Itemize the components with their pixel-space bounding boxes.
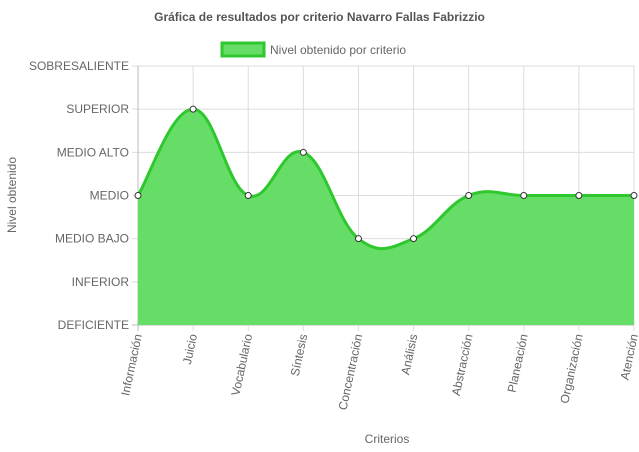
y-axis-title: Nivel obtenido bbox=[5, 157, 19, 233]
x-tick-label: Vocabulario bbox=[228, 332, 255, 397]
data-point[interactable] bbox=[244, 192, 252, 199]
data-points bbox=[134, 105, 638, 243]
x-tick-label: Abstracción bbox=[449, 333, 476, 397]
x-tick-label: Planeación bbox=[505, 333, 531, 394]
y-tick-label: MEDIO bbox=[90, 189, 129, 203]
chart-title: Gráfica de resultados por criterio Navar… bbox=[154, 10, 485, 24]
x-axis-title: Criterios bbox=[365, 432, 410, 446]
x-axis-ticks: Información Juicio Vocabulario Síntesis Conc… bbox=[118, 332, 639, 411]
data-point[interactable] bbox=[354, 235, 362, 243]
data-point[interactable] bbox=[410, 235, 418, 243]
y-axis-ticks: DEFICIENTE INFERIOR MEDIO BAJO MEDIO MEDIO A… bbox=[29, 59, 129, 332]
x-tick-label: Organización bbox=[557, 333, 585, 405]
legend-swatch[interactable] bbox=[220, 41, 266, 58]
legend-label[interactable]: Nivel obtenido por criterio bbox=[270, 43, 406, 57]
y-tick-label: MEDIO BAJO bbox=[55, 232, 129, 246]
x-tick-label: Concentración bbox=[336, 333, 366, 412]
data-point[interactable] bbox=[575, 192, 583, 199]
data-point[interactable] bbox=[630, 192, 638, 199]
legend[interactable]: Nivel obtenido por criterio bbox=[220, 41, 406, 58]
series-area bbox=[138, 109, 634, 326]
x-tick-label: Análisis bbox=[398, 333, 420, 376]
data-point[interactable] bbox=[465, 192, 473, 199]
data-point[interactable] bbox=[189, 105, 197, 113]
data-point[interactable] bbox=[134, 192, 142, 199]
y-tick-label: SOBRESALIENTE bbox=[29, 59, 129, 73]
x-tick-label: Atención bbox=[618, 333, 639, 382]
x-tick-label: Juicio bbox=[180, 332, 200, 365]
x-tick-label: Información bbox=[118, 333, 145, 397]
x-tick-label: Síntesis bbox=[288, 333, 311, 378]
y-tick-label: DEFICIENTE bbox=[58, 318, 129, 332]
y-tick-label: MEDIO ALTO bbox=[57, 145, 129, 159]
y-tick-label: SUPERIOR bbox=[66, 102, 129, 116]
y-tick-label: INFERIOR bbox=[72, 275, 130, 289]
data-point[interactable] bbox=[299, 148, 307, 156]
data-point[interactable] bbox=[520, 192, 528, 199]
